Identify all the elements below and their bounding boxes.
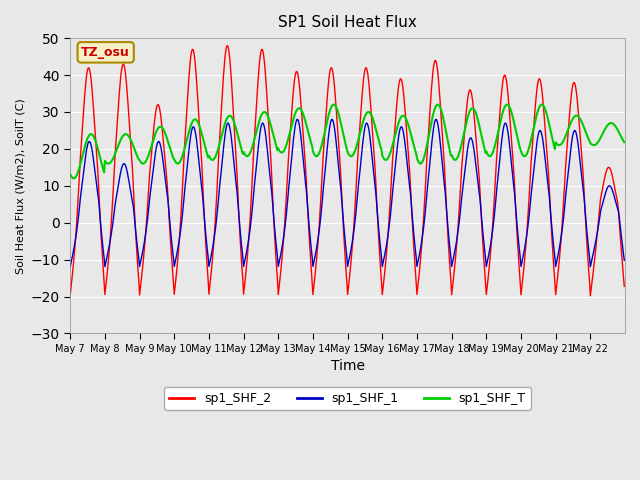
sp1_SHF_T [620,139,628,145]
Line: sp1_SHF_1: sp1_SHF_1 [70,120,624,267]
X-axis label: Time: Time [331,360,365,373]
sp1_SHF_2 [436,98,444,104]
sp1_SHF_T [70,176,77,181]
sp1_SHF_1 [620,257,628,263]
Line: sp1_SHF_2: sp1_SHF_2 [70,46,624,296]
sp1_SHF_1 [260,125,268,131]
sp1_SHF_2 [67,291,74,297]
sp1_SHF_2 [586,293,594,299]
sp1_SHF_1 [293,117,301,122]
sp1_SHF_1 [436,138,444,144]
sp1_SHF_1 [405,179,413,184]
sp1_SHF_T [282,143,290,148]
sp1_SHF_T [67,171,74,177]
Y-axis label: Soil Heat Flux (W/m2), SoilT (C): Soil Heat Flux (W/m2), SoilT (C) [15,98,25,274]
sp1_SHF_2 [282,196,290,202]
sp1_SHF_2 [234,189,242,195]
sp1_SHF_T [234,132,242,138]
sp1_SHF_2 [405,161,413,167]
sp1_SHF_2 [620,284,628,289]
Title: SP1 Soil Heat Flux: SP1 Soil Heat Flux [278,15,417,30]
sp1_SHF_T [330,102,338,108]
sp1_SHF_T [132,150,140,156]
sp1_SHF_1 [586,264,594,270]
sp1_SHF_1 [67,264,74,269]
sp1_SHF_T [406,127,413,132]
sp1_SHF_T [437,106,445,112]
sp1_SHF_1 [131,224,139,229]
sp1_SHF_1 [233,190,241,195]
sp1_SHF_2 [223,43,231,48]
sp1_SHF_2 [131,222,139,228]
sp1_SHF_2 [261,69,269,74]
sp1_SHF_1 [282,220,289,226]
Line: sp1_SHF_T: sp1_SHF_T [70,105,624,179]
Text: TZ_osu: TZ_osu [81,46,130,59]
sp1_SHF_T [261,109,269,115]
Legend: sp1_SHF_2, sp1_SHF_1, sp1_SHF_T: sp1_SHF_2, sp1_SHF_1, sp1_SHF_T [164,387,531,410]
